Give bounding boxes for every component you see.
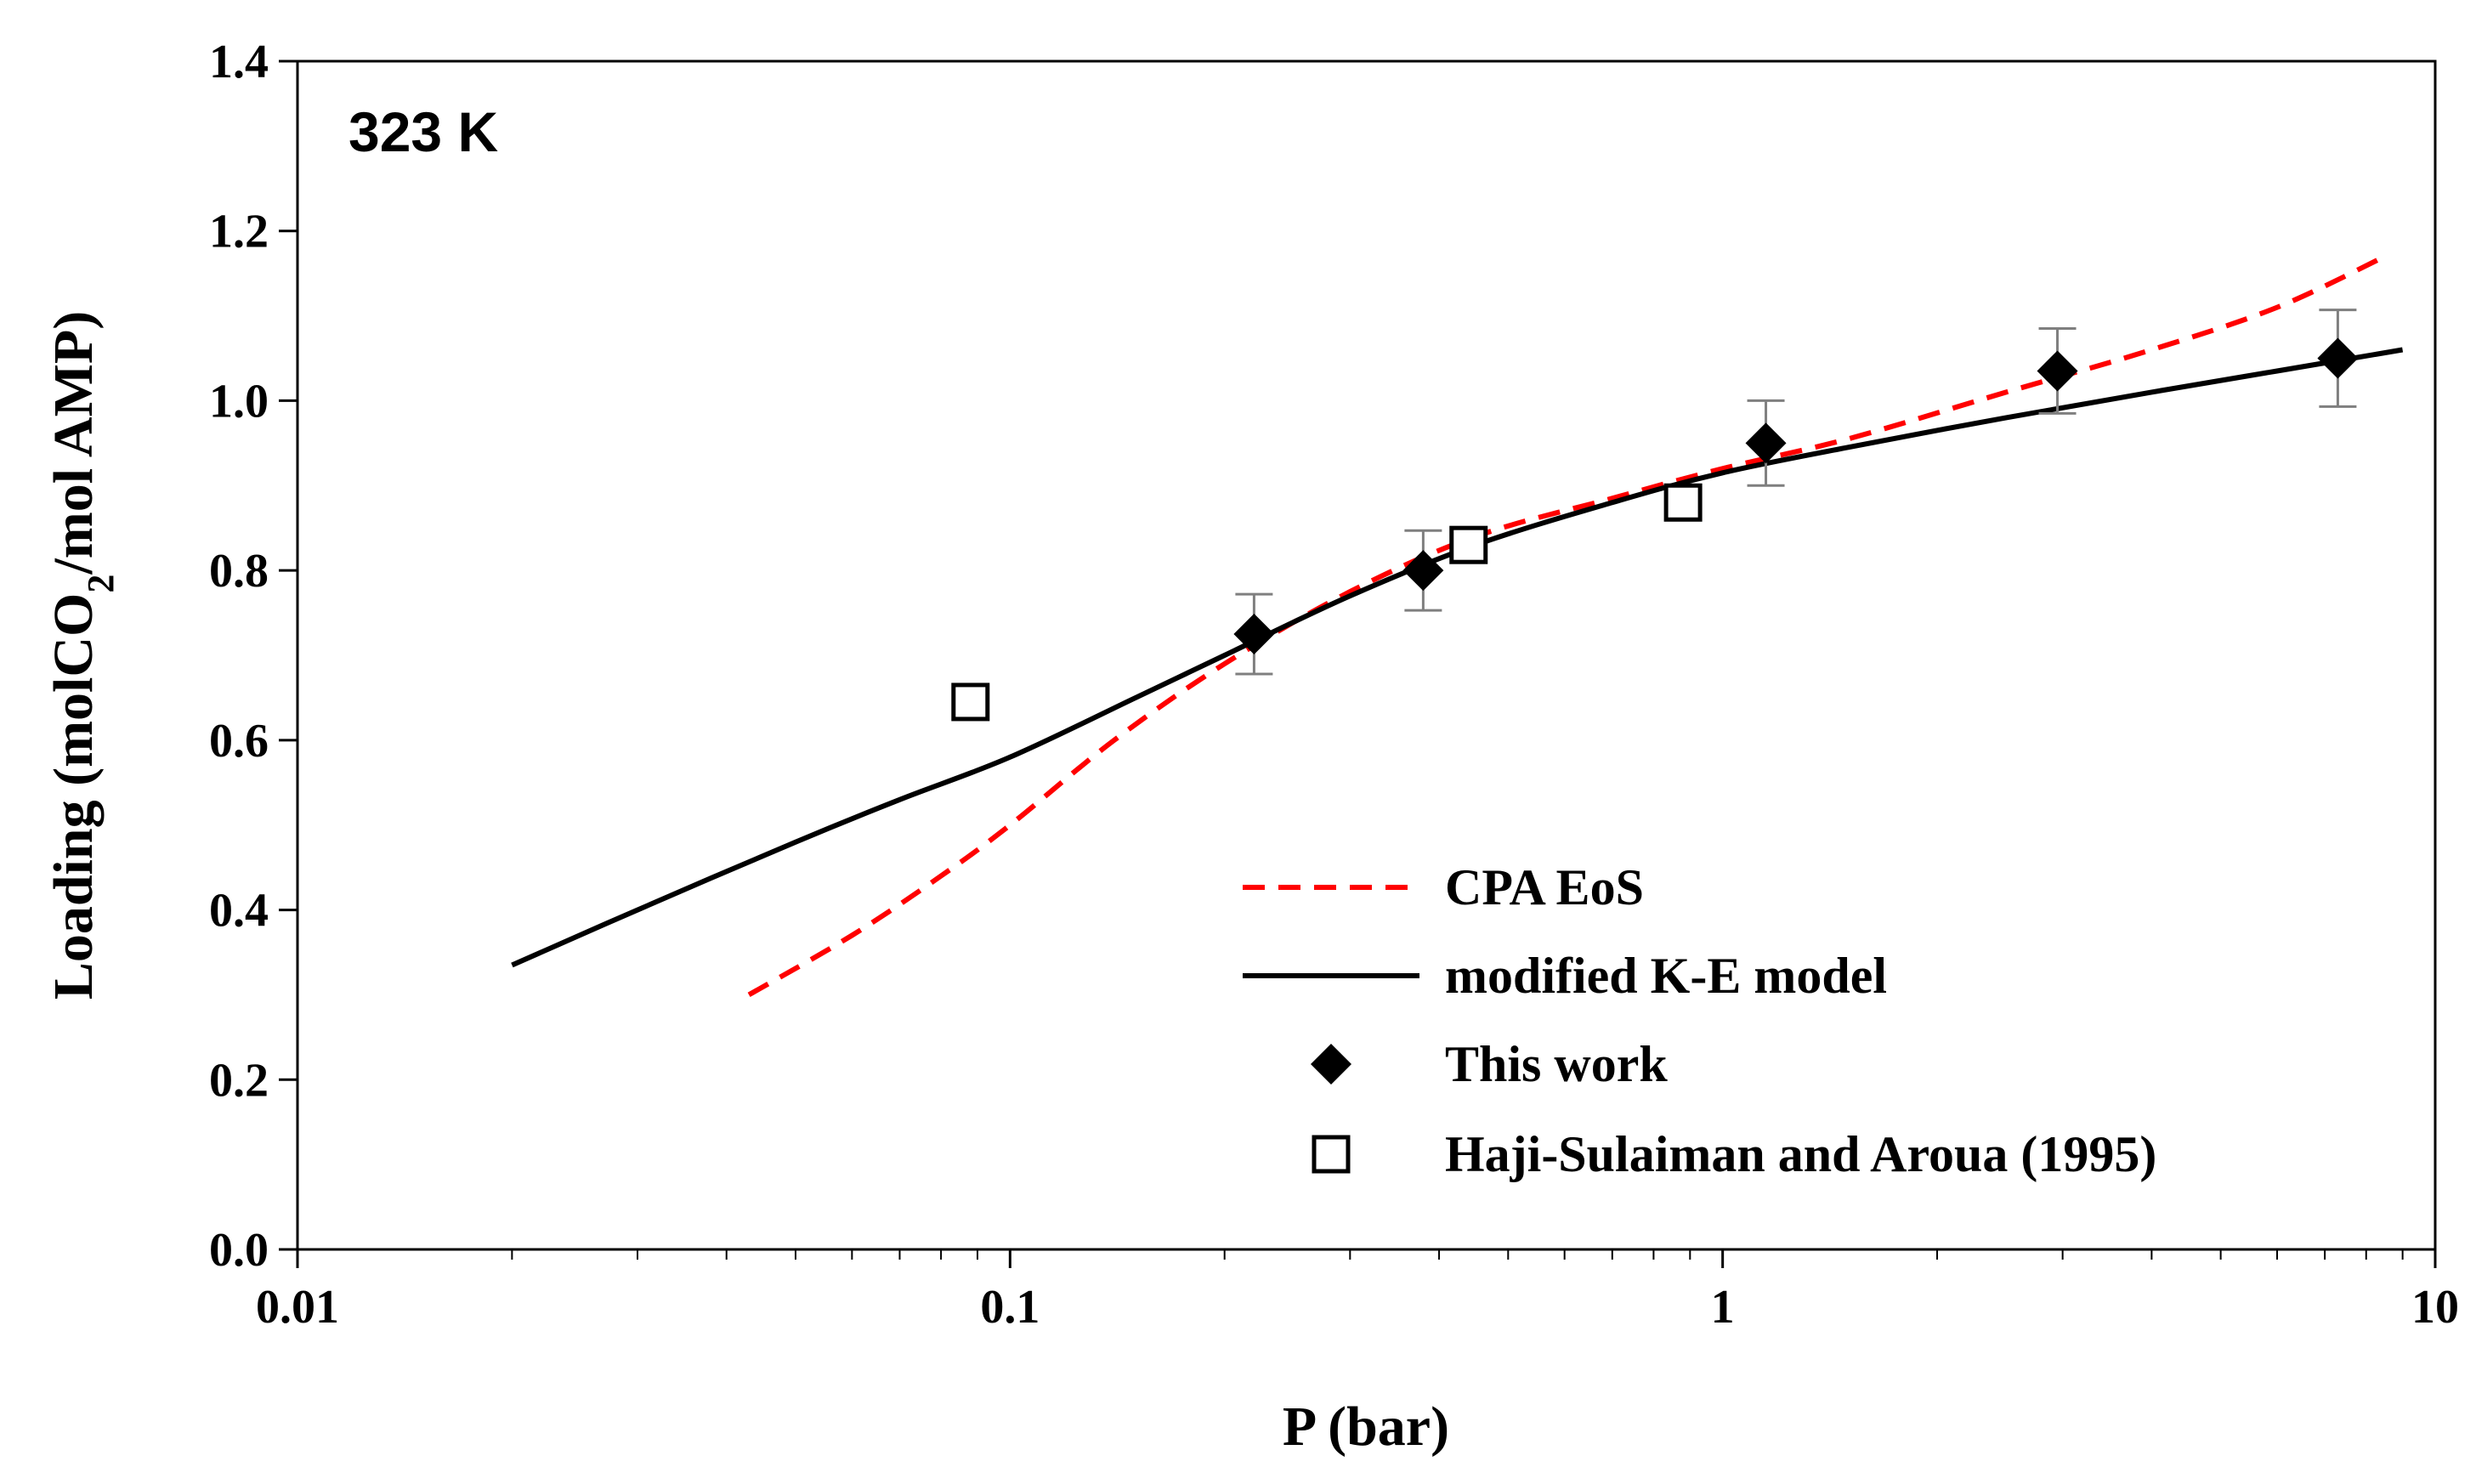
y-tick-label: 1.4 bbox=[209, 36, 269, 88]
series-points bbox=[951, 309, 2359, 722]
legend-label-cpa-eos: CPA EoS bbox=[1445, 859, 1644, 915]
data-point-haji-sulaiman bbox=[951, 683, 990, 722]
legend-label-this-work: This work bbox=[1445, 1036, 1668, 1092]
data-point-haji-sulaiman bbox=[1449, 525, 1488, 564]
y-axis-title-subscript: 2 bbox=[80, 575, 122, 593]
x-tick-label: 1 bbox=[1711, 1281, 1735, 1334]
x-tick-label: 0.1 bbox=[980, 1281, 1040, 1334]
plot-area bbox=[296, 59, 2437, 1251]
y-tick-label: 1.0 bbox=[209, 375, 269, 428]
y-tick-label: 1.2 bbox=[209, 206, 269, 258]
y-tick-label: 0.8 bbox=[209, 545, 269, 598]
legend-label-haji-sulaiman: Haji-Sulaiman and Aroua (1995) bbox=[1445, 1126, 2156, 1182]
y-axis-title-part-2: /mol AMP) bbox=[42, 311, 105, 575]
x-tick-label: 0.01 bbox=[256, 1281, 339, 1334]
data-point-this-work bbox=[2317, 337, 2359, 379]
x-axis-ticks: 0.01 0.1 1 10 bbox=[256, 1249, 2459, 1334]
y-axis-title-part-1: Loading (molCO bbox=[42, 593, 105, 1000]
data-point-this-work bbox=[1402, 550, 1444, 592]
data-point-this-work bbox=[2037, 350, 2078, 392]
data-point-this-work bbox=[1745, 422, 1787, 464]
y-tick-label: 0.6 bbox=[209, 715, 269, 767]
y-axis-title: Loading (molCO2/mol AMP) bbox=[42, 311, 122, 1000]
y-tick-label: 0.4 bbox=[209, 885, 269, 937]
x-tick-label: 10 bbox=[2411, 1281, 2459, 1334]
legend: CPA EoS modified K-E model This work Haj… bbox=[1243, 859, 2156, 1182]
legend-label-modified-ke: modified K-E model bbox=[1445, 948, 1887, 1004]
data-point-this-work bbox=[1233, 614, 1275, 655]
y-tick-label: 0.0 bbox=[209, 1224, 269, 1277]
y-axis-ticks: 0.0 0.2 0.4 0.6 0.8 1.0 1.2 1.4 bbox=[209, 36, 297, 1277]
y-tick-label: 0.2 bbox=[209, 1054, 269, 1107]
legend-swatch-haji-sulaiman bbox=[1312, 1135, 1351, 1174]
legend-swatch-this-work bbox=[1311, 1044, 1351, 1085]
x-axis-title: P (bar) bbox=[1283, 1396, 1449, 1458]
data-point-haji-sulaiman bbox=[1663, 483, 1703, 522]
temperature-annotation: 323 K bbox=[348, 100, 498, 163]
